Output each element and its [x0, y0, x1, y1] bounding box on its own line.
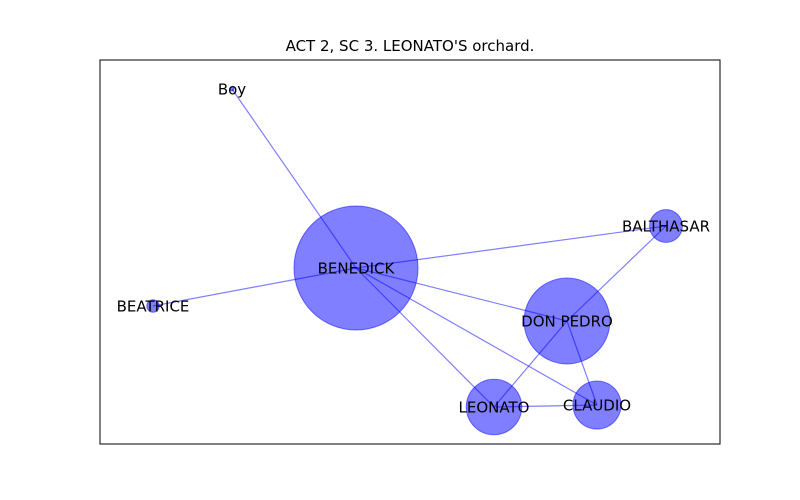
plot-frame: [99, 59, 721, 445]
node-label-claudio: CLAUDIO: [563, 397, 631, 415]
node-leonato: [465, 378, 523, 436]
node-label-beatrice: BEATRICE: [117, 298, 190, 316]
node-boy: [229, 86, 235, 92]
node-label-don-pedro: DON PEDRO: [521, 313, 613, 331]
node-label-benedick: BENEDICK: [318, 260, 396, 278]
node-balthasar: [649, 209, 683, 243]
node-label-boy: Boy: [218, 81, 246, 99]
figure-title: ACT 2, SC 3. LEONATO'S orchard.: [286, 37, 535, 55]
node-don-pedro: [523, 277, 611, 365]
node-benedick: [293, 205, 419, 331]
node-label-balthasar: BALTHASAR: [622, 218, 710, 236]
nodes-layer: [146, 86, 683, 436]
labels-layer: Boy BENEDICK BEATRICE BALTHASAR DON PEDRO LEO…: [117, 81, 710, 417]
node-beatrice: [146, 299, 160, 313]
node-claudio: [572, 380, 622, 430]
node-label-leonato: LEONATO: [459, 399, 530, 417]
